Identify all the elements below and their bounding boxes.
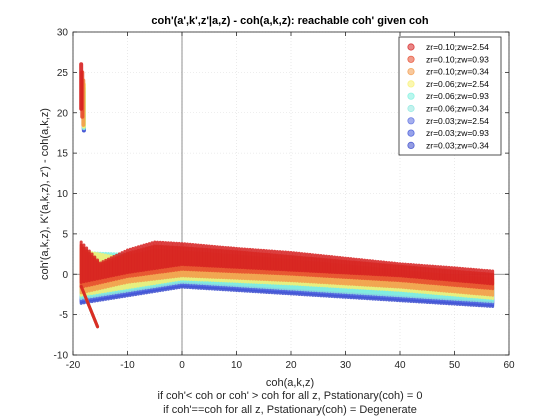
legend-label: zr=0.06;zw=0.34: [426, 104, 489, 114]
legend-label: zr=0.10;zw=2.54: [426, 42, 489, 52]
y-tick-label: 0: [62, 270, 68, 281]
legend-marker: [407, 129, 415, 137]
legend-box: [398, 36, 502, 156]
x-tick-label: 40: [394, 360, 406, 371]
legend-label: zr=0.06;zw=0.93: [426, 91, 489, 101]
x-tick-label: 50: [449, 360, 461, 371]
legend-label: zr=0.06;zw=2.54: [426, 79, 489, 89]
x-tick-label: -10: [120, 360, 135, 371]
legend-marker: [407, 92, 415, 100]
legend: zr=0.10;zw=2.54 zr=0.10;zw=0.93 zr=0.10;zw…: [398, 36, 502, 156]
y-tick-label: 25: [57, 68, 69, 79]
y-axis-label: coh'(a,k,z), K'(a,k,z), z') - coh(a,k,z): [39, 108, 51, 280]
chart-title: coh'(a',k',z'|a,z) - coh(a,k,z): reachab…: [151, 15, 428, 27]
legend-marker: [407, 68, 415, 76]
legend-label: zr=0.10;zw=0.93: [426, 54, 489, 64]
x-tick-label: 30: [340, 360, 352, 371]
note-line-1: if coh'< coh or coh' > coh for all z, Ps…: [158, 390, 423, 402]
legend-label: zr=0.03;zw=0.34: [426, 140, 489, 150]
note-line-2: if coh'==coh for all z, Pstationary(coh)…: [163, 404, 417, 416]
y-tick-label: 20: [57, 108, 69, 119]
x-axis-label: coh(a,k,z): [266, 377, 314, 389]
y-tick-label: -5: [59, 310, 68, 321]
legend-marker: [407, 104, 415, 113]
y-tick-label: 10: [57, 189, 69, 200]
legend-label: zr=0.10;zw=0.34: [426, 67, 489, 77]
legend-label: zr=0.03;zw=2.54: [426, 116, 489, 126]
y-tick-label: 30: [57, 28, 69, 39]
y-tick-label: -10: [54, 351, 69, 362]
x-tick-label: 60: [503, 360, 515, 371]
y-tick-label: 15: [57, 149, 69, 160]
x-tick-label: 20: [285, 360, 297, 371]
x-tick-label: -20: [66, 360, 81, 371]
series-1: [79, 62, 495, 329]
legend-marker: [407, 141, 415, 149]
y-tick-label: 5: [62, 229, 68, 240]
legend-marker: [407, 117, 415, 125]
x-tick-label: 10: [231, 360, 243, 371]
legend-marker: [407, 43, 415, 51]
left-tail: [79, 284, 100, 329]
legend-marker: [407, 55, 415, 63]
legend-label: zr=0.03;zw=0.93: [426, 128, 489, 138]
legend-marker: [407, 80, 415, 88]
x-tick-label: 0: [179, 360, 185, 371]
data-marks: [79, 62, 495, 329]
